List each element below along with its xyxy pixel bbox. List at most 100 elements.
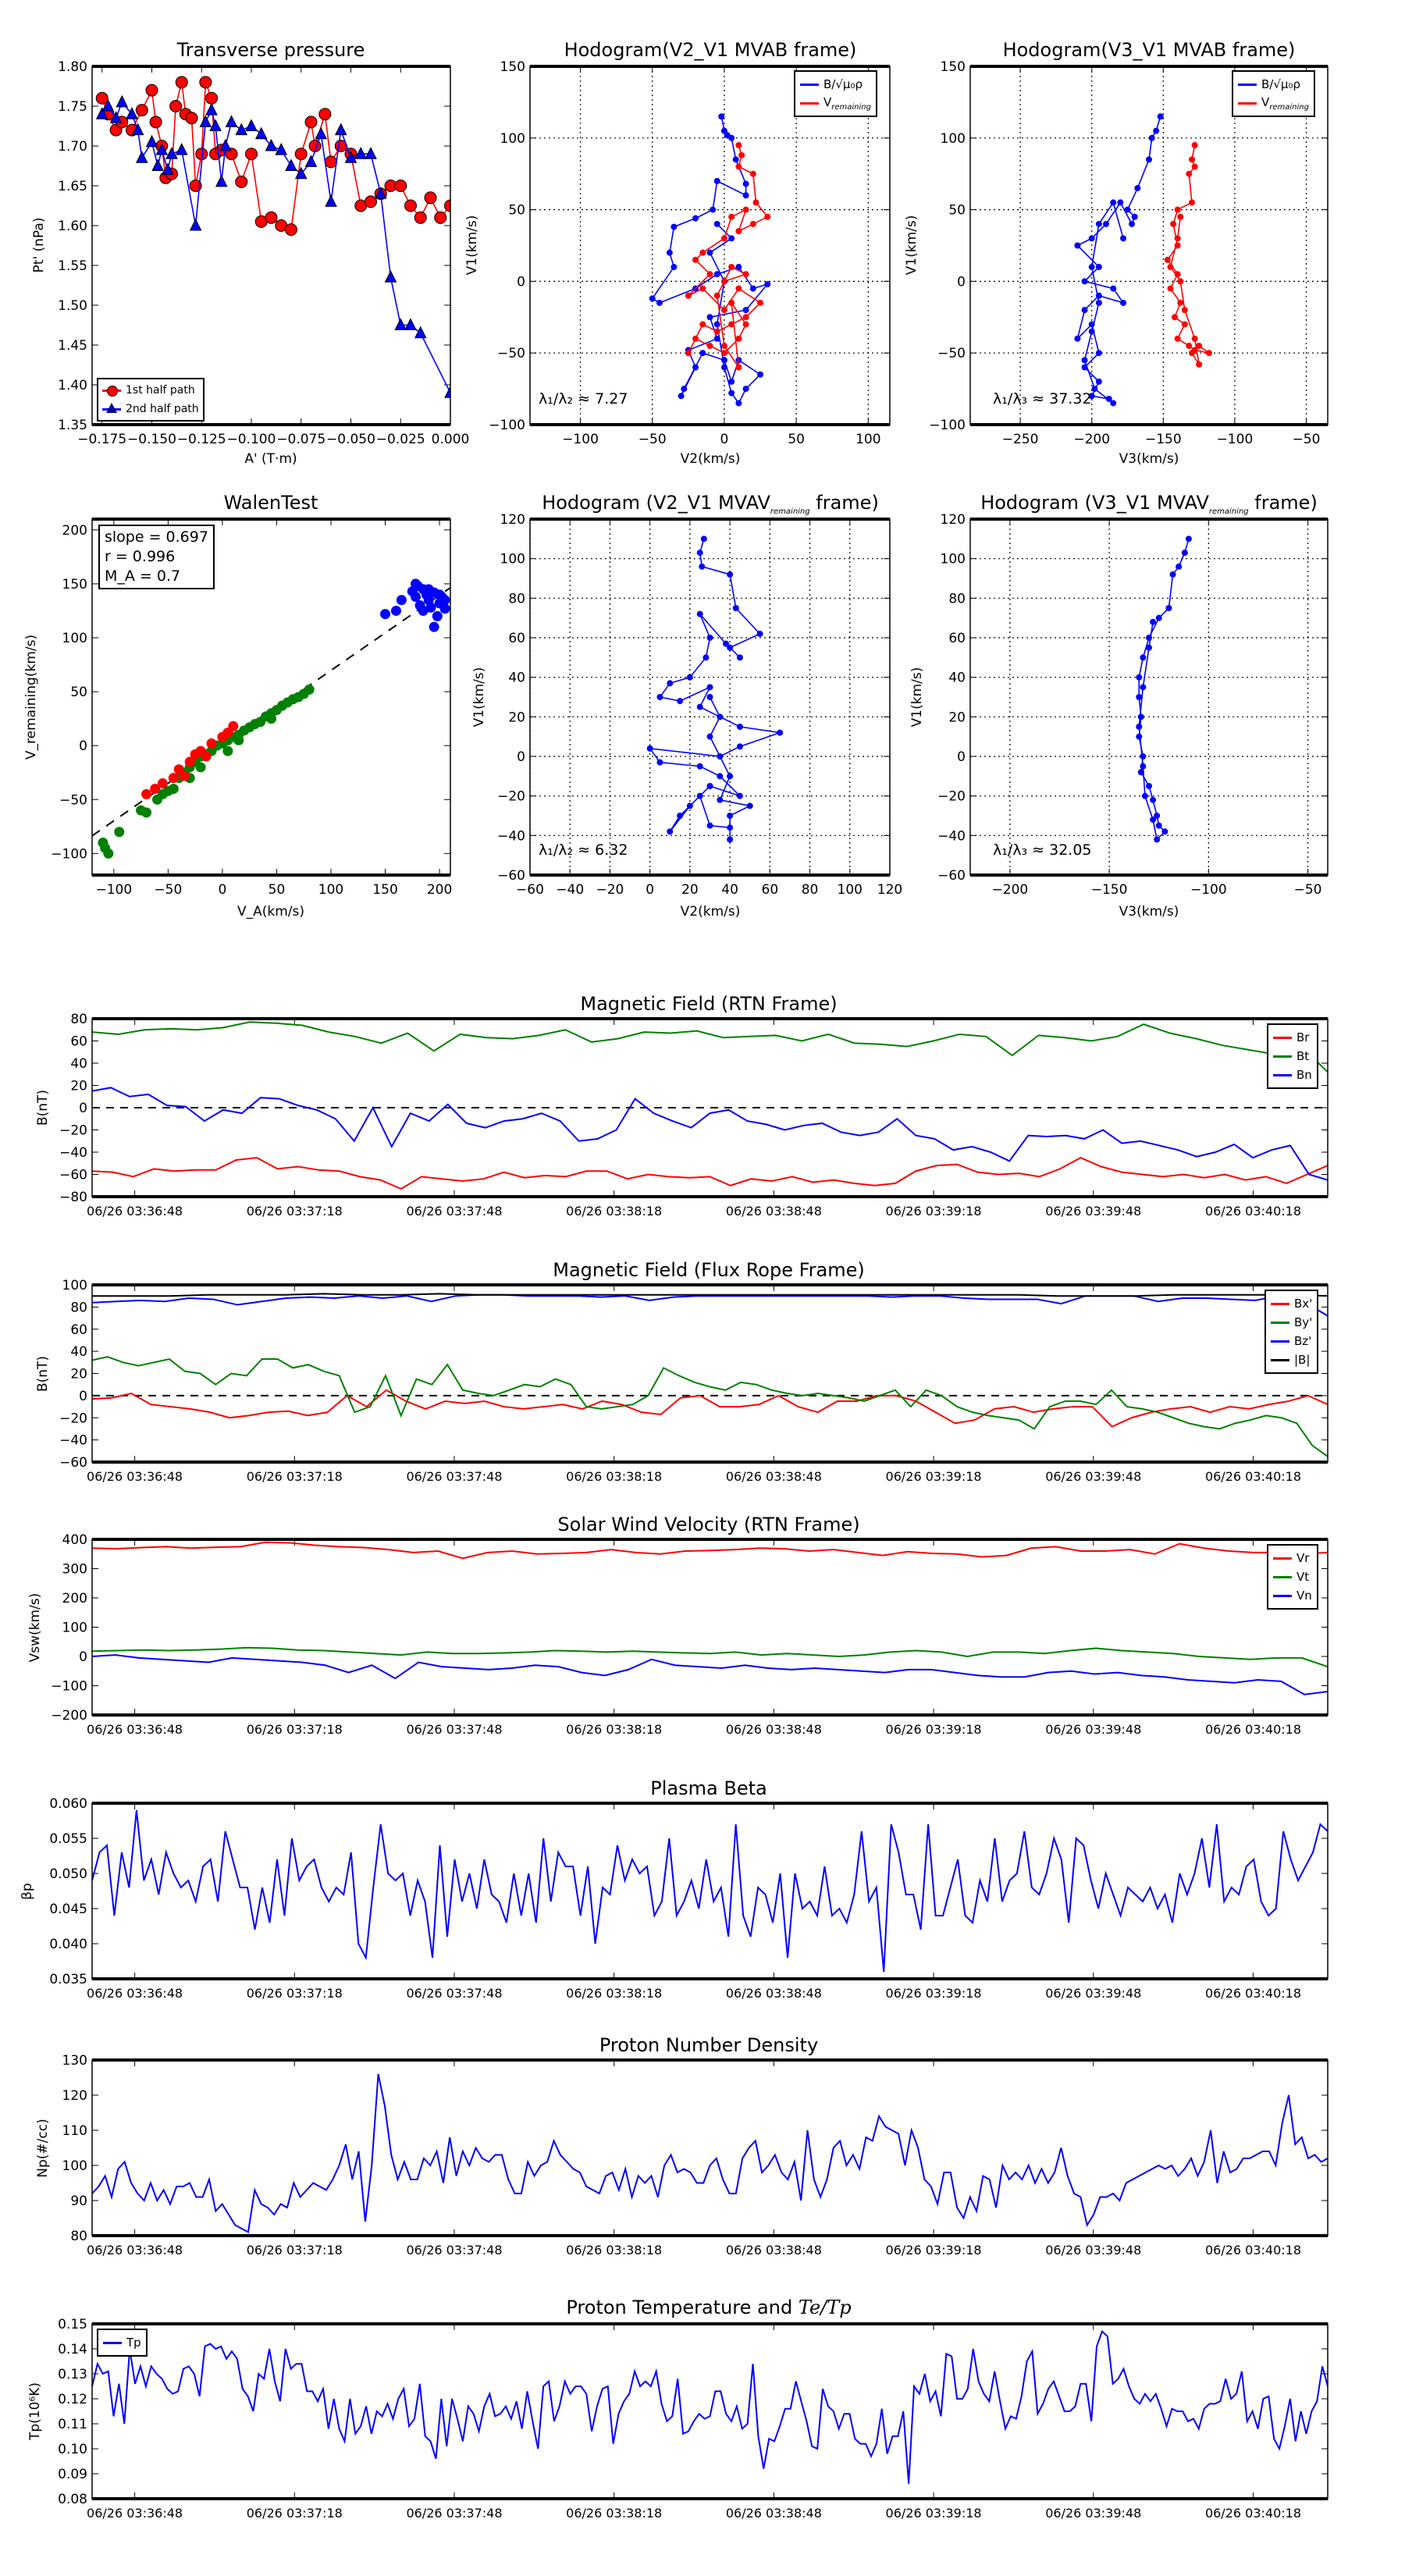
h2-legend: B/√μ₀ρ Vremaining [1232, 70, 1315, 117]
data-point [1136, 674, 1143, 681]
data-point [728, 264, 735, 271]
data-point [742, 271, 749, 278]
data-point [1188, 350, 1195, 357]
triangle-marker [199, 115, 212, 127]
x-tick-label: 06/26 03:36:48 [87, 1986, 183, 2001]
data-point [710, 206, 717, 213]
x-tick-label: −20 [596, 882, 624, 898]
triangle-marker [155, 142, 169, 155]
x-tick-label: 50 [269, 882, 286, 898]
beta-ylabel: βp [20, 1883, 35, 1900]
data-point [1186, 170, 1193, 177]
data-point [103, 848, 114, 859]
data-point [646, 745, 653, 752]
data-point [746, 802, 753, 809]
h2-ylabel: V1(km/s) [904, 215, 919, 276]
y-tick-label: 0.14 [58, 2342, 87, 2357]
data-point [713, 220, 720, 227]
h4-ylabel: V1(km/s) [909, 667, 925, 728]
x-tick-label: 06/26 03:39:18 [886, 1722, 982, 1737]
y-tick-label: −20 [497, 789, 525, 805]
x-tick-label: −50 [638, 432, 667, 447]
y-tick-label: 0.12 [58, 2392, 87, 2407]
data-point [1134, 185, 1141, 192]
y-tick-label: 50 [948, 203, 966, 219]
data-point [727, 644, 734, 651]
y-tick-label: 100 [62, 631, 87, 646]
y-tick-label: 0 [79, 1101, 87, 1116]
x-tick-label: 06/26 03:37:48 [406, 1722, 502, 1737]
data-point [1091, 386, 1098, 393]
data-point [736, 724, 743, 730]
data-point [757, 371, 764, 378]
y-tick-label: −100 [51, 846, 87, 862]
data-point [1205, 350, 1212, 357]
h1-legend: B/√μ₀ρ Vremaining [794, 70, 877, 117]
fr-legend: Bx' By' Bz' |B| [1264, 1290, 1319, 1374]
x-tick-label: 06/26 03:38:18 [566, 1986, 662, 2001]
data-point [728, 213, 735, 220]
x-tick-label: 06/26 03:38:18 [566, 2506, 662, 2521]
data-point [667, 828, 674, 835]
axes-frame [91, 66, 451, 425]
data-point [686, 802, 693, 809]
triangle-marker [165, 147, 178, 159]
y-tick-label: −50 [937, 346, 966, 361]
y-tick-label: 1.70 [58, 139, 87, 155]
data-point [1141, 792, 1148, 799]
triangle-marker [285, 158, 297, 171]
data-point [1136, 724, 1143, 730]
h1-series-b-line [651, 116, 770, 405]
data-point [720, 343, 727, 350]
y-tick-label: −40 [59, 1433, 87, 1449]
data-point [706, 684, 713, 691]
y-tick-label: 0.08 [58, 2492, 87, 2507]
data-point [720, 364, 727, 371]
y-tick-label: 60 [70, 1034, 87, 1050]
data-point [206, 738, 217, 749]
data-point [157, 778, 168, 789]
fr-series-by-line [92, 1356, 1328, 1457]
h2-series-b-line [1076, 116, 1161, 404]
y-tick-label: 200 [62, 1591, 87, 1606]
triangle-marker [225, 115, 238, 127]
h3-ylabel: V1(km/s) [471, 667, 487, 728]
x-tick-label: −0.175 [77, 432, 126, 447]
data-point [764, 281, 771, 288]
data-point [706, 343, 713, 350]
pt-xlabel: A' (T·m) [244, 451, 297, 467]
sw-legend: Vr Vt Vn [1267, 1544, 1318, 1610]
triangle-marker [334, 123, 347, 136]
x-tick-label: 120 [877, 882, 902, 898]
data-point [742, 192, 749, 199]
data-point [1161, 828, 1168, 835]
triangle-marker [374, 187, 387, 199]
data-point [1081, 364, 1088, 371]
data-point [1088, 235, 1095, 242]
data-point [728, 134, 735, 141]
plot-area [92, 578, 450, 859]
x-tick-label: 06/26 03:39:48 [1045, 1722, 1141, 1737]
y-tick-label: 0 [957, 749, 966, 765]
axes-frame [91, 2323, 1329, 2500]
data-point [429, 621, 439, 632]
y-tick-label: 0.10 [58, 2442, 87, 2457]
y-tick-label: 0.11 [58, 2417, 87, 2432]
y-tick-label: 110 [62, 2123, 87, 2139]
triangle-marker [95, 107, 108, 119]
x-tick-label: 06/26 03:39:18 [886, 2506, 982, 2521]
data-point [1110, 285, 1117, 292]
y-tick-label: −40 [59, 1145, 87, 1161]
data-point [1129, 220, 1136, 227]
data-point [1136, 694, 1143, 700]
data-point [713, 271, 720, 278]
y-tick-label: 40 [508, 671, 525, 686]
x-tick-label: 06/26 03:39:48 [1045, 2506, 1141, 2521]
x-tick-label: 0 [218, 882, 226, 898]
plot-area [92, 2073, 1328, 2234]
data-point [713, 292, 720, 299]
tp-series-tp-line [92, 2329, 1328, 2484]
data-point [735, 335, 742, 342]
circle-marker [325, 155, 337, 169]
x-tick-label: 06/26 03:36:48 [87, 1722, 183, 1737]
